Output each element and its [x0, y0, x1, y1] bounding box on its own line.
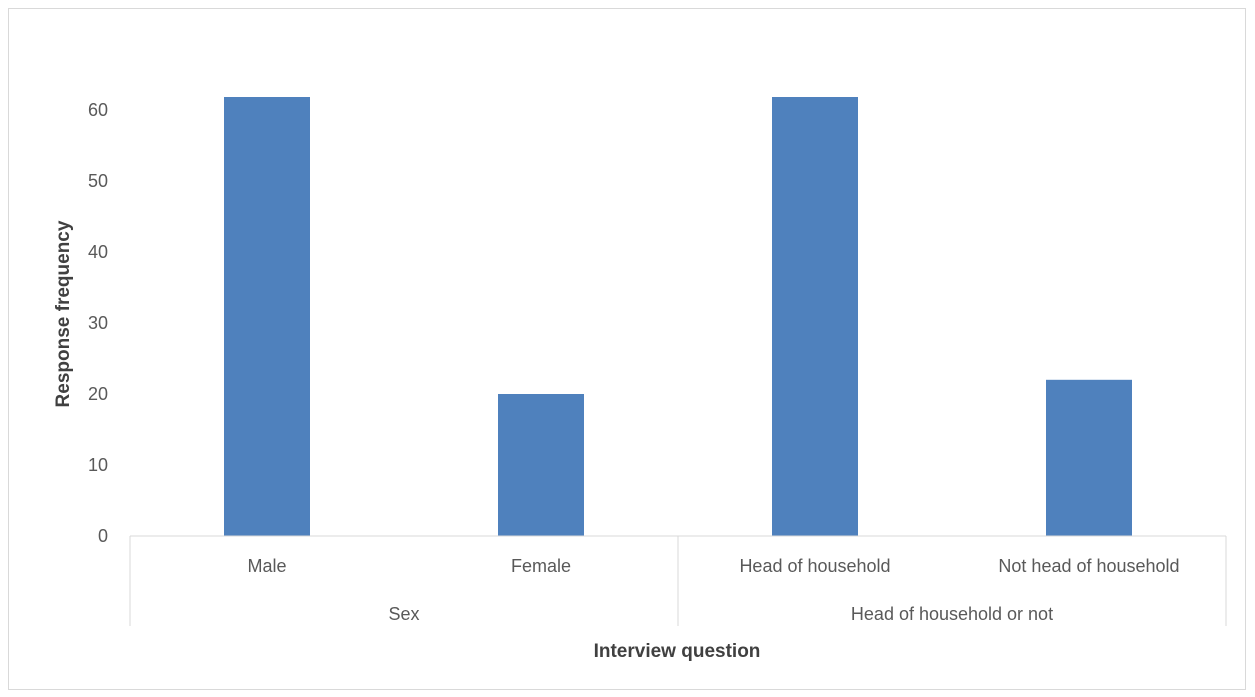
category-label: Not head of household — [998, 556, 1179, 576]
y-tick-label: 30 — [88, 313, 108, 333]
category-label: Female — [511, 556, 571, 576]
bar-4 — [1046, 379, 1132, 536]
group-label: Sex — [388, 604, 419, 624]
group-label: Head of household or not — [851, 604, 1053, 624]
y-tick-label: 50 — [88, 171, 108, 191]
y-tick-label: 60 — [88, 100, 108, 120]
bar-2 — [498, 394, 584, 536]
category-label: Male — [247, 556, 286, 576]
y-tick-label: 0 — [98, 526, 108, 546]
category-label: Head of household — [739, 556, 890, 576]
bar-1 — [224, 97, 310, 536]
axes-layer — [129, 535, 1227, 626]
labels-layer: 0 10 20 30 40 50 60 Male Female Head of household… — [88, 100, 1180, 624]
y-axis-title: Response frequency — [53, 220, 74, 407]
y-tick-label: 40 — [88, 242, 108, 262]
y-tick-label: 20 — [88, 384, 108, 404]
y-tick-label: 10 — [88, 455, 108, 475]
bar-3 — [772, 97, 858, 536]
x-axis-title: Interview question — [594, 641, 761, 662]
bars-layer — [224, 97, 1132, 536]
chart-frame — [8, 8, 1246, 690]
